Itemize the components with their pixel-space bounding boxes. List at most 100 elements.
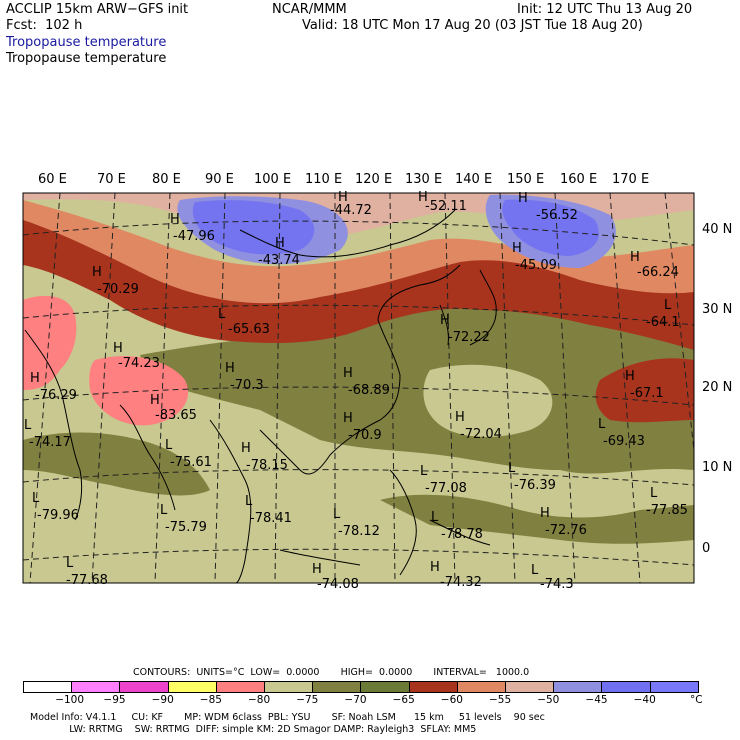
high-marker: H — [430, 560, 440, 575]
colorbar-tick-label: −55 — [489, 694, 512, 706]
colorbar-swatch — [360, 681, 410, 693]
low-marker: L — [650, 486, 658, 501]
longitude-label: 140 E — [455, 172, 493, 187]
colorbar-tick-label: −90 — [151, 694, 174, 706]
colorbar-swatch — [505, 681, 555, 693]
high-marker: H — [30, 371, 40, 386]
marker-value: -45.09 — [515, 258, 557, 273]
high-marker: H — [343, 411, 353, 426]
longitude-label: 70 E — [97, 172, 126, 187]
shading-tan-patch — [423, 364, 553, 437]
colorbar-swatch — [119, 681, 169, 693]
low-marker: L — [431, 510, 439, 525]
longitude-label: 130 E — [405, 172, 443, 187]
marker-value: -72.04 — [460, 427, 502, 442]
marker-value: -44.72 — [330, 203, 372, 218]
high-marker: H — [170, 212, 180, 227]
marker-value: -43.74 — [258, 253, 300, 268]
latitude-label: 0 — [702, 541, 711, 556]
longitude-label: 160 E — [560, 172, 598, 187]
marker-value: -78.78 — [441, 527, 483, 542]
longitude-label: 80 E — [152, 172, 181, 187]
colorbar-tick-label: −70 — [344, 694, 367, 706]
colorbar-swatch — [456, 681, 506, 693]
marker-value: -76.39 — [514, 478, 556, 493]
shaded-field-title: Tropopause temperature — [6, 35, 167, 50]
high-marker: H — [312, 562, 322, 577]
marker-value: -74.32 — [440, 575, 482, 590]
colorbar-swatch — [649, 681, 699, 693]
colorbar-tick-label: −95 — [103, 694, 126, 706]
marker-value: -74.3 — [540, 577, 574, 592]
colorbar-tick-label: −40 — [633, 694, 656, 706]
high-marker: H — [338, 190, 348, 205]
high-marker: H — [113, 341, 123, 356]
high-marker: H — [440, 313, 450, 328]
high-marker: H — [225, 361, 235, 376]
low-marker: L — [218, 307, 226, 322]
high-marker: H — [150, 393, 160, 408]
marker-value: -74.23 — [118, 356, 160, 371]
high-marker: H — [92, 265, 102, 280]
high-marker: H — [275, 236, 285, 251]
marker-value: -75.61 — [170, 455, 212, 470]
low-marker: L — [531, 563, 539, 578]
longitude-label: 170 E — [612, 172, 650, 187]
marker-value: -69.43 — [603, 434, 645, 449]
high-marker: H — [343, 366, 353, 381]
low-marker: L — [508, 461, 516, 476]
shading-blue-2 — [502, 199, 599, 256]
colorbar-swatch — [23, 681, 73, 693]
marker-value: -72.76 — [545, 523, 587, 538]
init-time: Init: 12 UTC Thu 13 Aug 20 — [517, 2, 693, 17]
colorbar-tick-label: −50 — [537, 694, 560, 706]
shading-darkred — [23, 218, 694, 350]
marker-value: -52.11 — [425, 199, 467, 214]
organization-label: NCAR/MMM — [272, 2, 347, 17]
shading-salmon-india — [23, 295, 77, 390]
marker-value: -70.29 — [97, 282, 139, 297]
marker-value: -64.1 — [646, 315, 680, 330]
colorbar-swatch — [167, 681, 217, 693]
colorbar-swatch — [408, 681, 458, 693]
low-marker: L — [24, 418, 32, 433]
latitude-label: 40 N — [702, 222, 733, 237]
low-marker: L — [32, 491, 40, 506]
colorbar-swatch — [71, 681, 121, 693]
colorbar-tick-label: −65 — [392, 694, 415, 706]
marker-value: -65.63 — [228, 322, 270, 337]
shading-darkred-patch — [595, 358, 694, 423]
shading-blue — [192, 200, 315, 255]
marker-value: -70.9 — [348, 428, 382, 443]
high-marker: H — [625, 369, 635, 384]
high-marker: H — [540, 506, 550, 521]
marker-value: -67.1 — [630, 386, 664, 401]
marker-value: -83.65 — [155, 408, 197, 423]
longitude-label: 150 E — [507, 172, 545, 187]
low-marker: L — [245, 494, 253, 509]
colorbar-swatch — [215, 681, 265, 693]
colorbar-tick-label: −85 — [199, 694, 222, 706]
marker-value: -68.89 — [348, 383, 390, 398]
colorbar-unit: °C — [690, 694, 703, 706]
longitude-label: 60 E — [38, 172, 67, 187]
high-marker: H — [630, 250, 640, 265]
colorbar-tick-label: −75 — [296, 694, 319, 706]
marker-value: -66.24 — [637, 265, 679, 280]
model-info-line1: Model Info: V4.1.1 CU: KF MP: WDM 6class… — [30, 712, 545, 723]
shading-olive-2 — [23, 432, 210, 496]
marker-value: -74.17 — [29, 435, 71, 450]
longitude-label: 90 E — [205, 172, 234, 187]
colorbar-tick-label: −80 — [248, 694, 271, 706]
colorbar-swatch — [553, 681, 603, 693]
colorbar-tick-label: −100 — [55, 694, 85, 706]
marker-value: -75.79 — [165, 520, 207, 535]
low-marker: L — [160, 503, 168, 518]
forecast-hour: Fcst: 102 h — [6, 18, 83, 33]
low-marker: L — [333, 507, 341, 522]
shading-salmon — [23, 200, 694, 304]
low-marker: L — [420, 464, 428, 479]
high-marker: H — [418, 190, 428, 205]
longitude-label: 110 E — [305, 172, 343, 187]
